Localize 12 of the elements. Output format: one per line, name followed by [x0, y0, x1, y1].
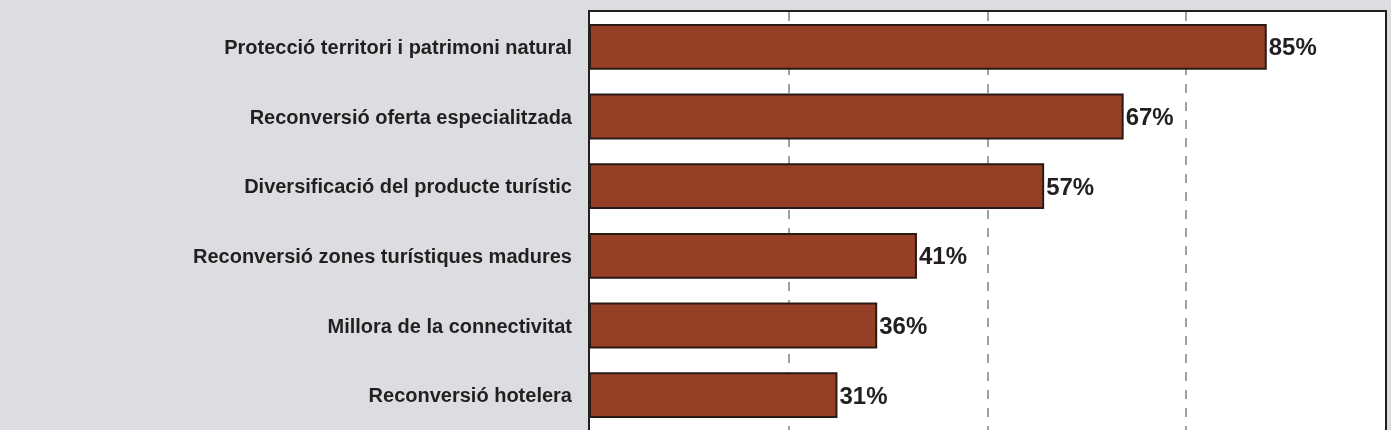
- y-tick-label: Reconversió zones turístiques madures: [192, 244, 572, 267]
- y-tick-label: Millora de la connectivitat: [327, 314, 573, 337]
- data-label: 57%: [1046, 172, 1095, 200]
- y-tick-label: Protecció territori i patrimoni natural: [224, 35, 572, 58]
- data-label: 36%: [879, 312, 928, 340]
- y-tick-label: Reconversió hotelera: [368, 384, 573, 407]
- y-tick-label: Reconversió oferta especialitzada: [249, 105, 573, 128]
- y-tick-label: Diversificació del producte turístic: [244, 175, 572, 198]
- data-label: 31%: [839, 381, 888, 409]
- data-label: 85%: [1268, 33, 1317, 61]
- data-label: 41%: [918, 242, 967, 270]
- data-label: 67%: [1125, 103, 1174, 131]
